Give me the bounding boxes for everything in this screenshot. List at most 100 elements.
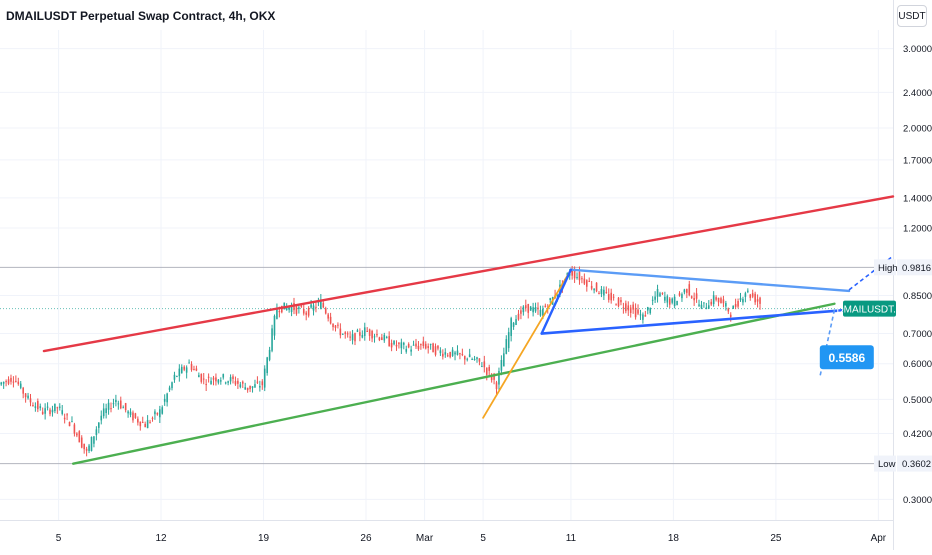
candle-body — [583, 278, 586, 284]
candle-body — [529, 306, 532, 311]
candle-body — [63, 417, 66, 420]
candle-body — [449, 351, 451, 358]
candle-body — [339, 328, 342, 336]
candle-body — [66, 414, 68, 416]
candle-body — [432, 343, 434, 353]
candle-body — [442, 353, 444, 357]
candle-body — [73, 424, 76, 434]
candle-body — [76, 433, 78, 436]
candle-body — [420, 344, 422, 346]
candle-body — [337, 324, 339, 326]
candle-body — [51, 409, 54, 413]
candle-body — [427, 346, 430, 348]
high-tag: High — [878, 263, 898, 274]
candle-body — [368, 329, 371, 336]
candle-body — [451, 349, 454, 356]
x-tick-label: Mar — [416, 533, 434, 544]
candle-body — [261, 381, 264, 386]
candle-body — [0, 382, 3, 385]
candle-body — [327, 314, 329, 319]
candle-body — [463, 356, 466, 360]
candle-body — [281, 305, 283, 313]
high-value: 0.9816 — [902, 263, 931, 274]
candle-body — [712, 295, 715, 305]
candle-body — [620, 299, 622, 303]
candle-body — [600, 289, 603, 295]
candle-body — [603, 289, 605, 296]
candle-body — [295, 306, 298, 314]
candle-body — [176, 376, 178, 378]
candle-body — [171, 382, 173, 389]
candle-body — [385, 337, 388, 339]
candle-body — [644, 315, 647, 317]
candle-body — [161, 407, 164, 414]
candle-body — [49, 409, 51, 415]
candle-body — [539, 309, 542, 316]
y-tick-label: 0.3000 — [903, 495, 932, 506]
candle-body — [581, 278, 583, 280]
candle-body — [46, 406, 49, 408]
candle-body — [283, 302, 286, 310]
candle-body — [227, 381, 229, 383]
candle-body — [346, 333, 349, 335]
candle-body — [212, 377, 215, 380]
candle-body — [393, 340, 395, 345]
y-tick-label: 3.0000 — [903, 44, 932, 55]
candle-body — [210, 380, 212, 385]
candle-body — [710, 301, 713, 305]
candle-body — [100, 415, 103, 421]
candle-body — [178, 368, 181, 377]
candle-body — [720, 298, 722, 304]
x-tick-label: Apr — [871, 533, 887, 544]
candle-body — [666, 296, 669, 303]
candle-body — [478, 358, 481, 362]
candle-body — [395, 344, 398, 347]
candle-body — [207, 376, 210, 378]
candle-body — [127, 411, 129, 414]
trendline-orange — [482, 268, 572, 419]
candle-body — [302, 308, 305, 314]
candle-body — [298, 307, 300, 309]
candle-body — [471, 359, 473, 361]
callout-label: 0.5586 — [828, 351, 865, 365]
candle-body — [400, 342, 403, 349]
candle-body — [703, 302, 705, 304]
candle-body — [515, 319, 517, 325]
candle-body — [473, 358, 476, 360]
candle-body — [683, 289, 686, 293]
candle-body — [27, 395, 29, 399]
candle-body — [234, 381, 237, 385]
candle-body — [205, 384, 207, 386]
candle-body — [507, 332, 510, 349]
candle-body — [410, 349, 412, 352]
candle-body — [688, 284, 691, 296]
candle-body — [668, 298, 671, 305]
candle-body — [556, 294, 559, 298]
candle-body — [107, 402, 110, 410]
candle-body — [727, 308, 730, 312]
candle-body — [110, 408, 112, 410]
candle-body — [307, 307, 310, 316]
ticker-label: DMAILUSDT.P — [836, 305, 902, 316]
candle-body — [156, 412, 159, 415]
candle-body — [83, 443, 85, 450]
candle-body — [241, 381, 244, 384]
candle-body — [290, 306, 293, 313]
candle-body — [503, 353, 505, 367]
currency-button[interactable]: USDT — [897, 5, 927, 27]
candle-body — [585, 280, 588, 287]
candle-body — [456, 350, 459, 355]
candle-body — [617, 297, 620, 307]
candle-body — [422, 341, 425, 346]
candle-body — [32, 404, 34, 407]
candle-body — [61, 410, 64, 414]
candle-body — [188, 362, 190, 364]
candle-body — [549, 298, 551, 300]
candle-body — [273, 315, 276, 336]
candle-body — [639, 314, 642, 316]
candle-body — [198, 375, 200, 378]
candle-body — [429, 343, 432, 345]
candle-body — [17, 381, 20, 385]
candle-body — [488, 366, 490, 371]
